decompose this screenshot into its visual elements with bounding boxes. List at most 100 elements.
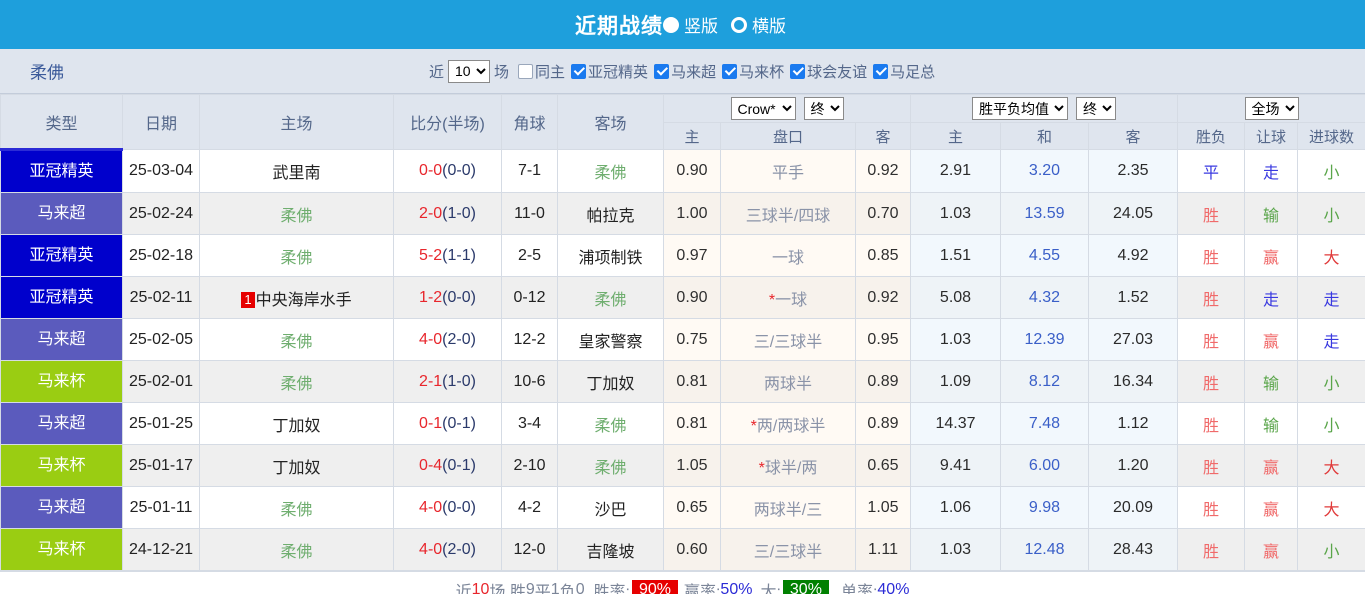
cell-league-type[interactable]: 马来杯 [0, 528, 123, 571]
checkbox-same-home[interactable] [518, 63, 534, 79]
label-league-friendly[interactable]: 球会友谊 [807, 63, 868, 81]
scope-select[interactable]: 全场 [1244, 97, 1299, 120]
table-row[interactable]: 马来杯 25-02-01 柔佛 2-1(1-0) 10-6 丁加奴 0.81 两球半 0.89 1… [0, 360, 1365, 403]
cell-league-type[interactable]: 马来杯 [0, 360, 123, 403]
cell-league-type[interactable]: 马来超 [0, 402, 123, 445]
cell-odds-draw: 4.32 [1000, 276, 1089, 319]
cell-score[interactable]: 4-0(0-0) [393, 486, 502, 529]
league-badge: 马来超 [1, 487, 122, 528]
checkbox-league-fa[interactable] [873, 63, 889, 79]
cell-away-team[interactable]: 柔佛 [557, 444, 664, 487]
checkbox-league-mcup[interactable] [722, 63, 738, 79]
cell-score[interactable]: 1-2(0-0) [393, 276, 502, 319]
cell-handicap-away-odds: 0.85 [855, 234, 911, 277]
win-rate-badge: 90% [631, 579, 678, 594]
matches-unit-label: 场 [494, 63, 510, 81]
cell-odds-away-win: 1.12 [1087, 402, 1179, 445]
cell-handicap-line: 两球半/三 [720, 486, 856, 529]
league-badge: 亚冠精英 [1, 151, 122, 192]
cell-result-wdl: 胜 [1177, 528, 1246, 571]
cell-result-goals: 大 [1297, 234, 1365, 277]
cell-home-team[interactable]: 武里南 [199, 149, 394, 193]
odds-type-select[interactable]: 胜平负均值 [972, 97, 1068, 120]
table-row[interactable]: 亚冠精英 25-02-11 1 中央海岸水手 1-2(0-0) 0-12 柔佛 0.90 *一球… [0, 276, 1365, 319]
cell-handicap-line: 一球 [720, 234, 856, 277]
label-league-acl[interactable]: 亚冠精英 [588, 63, 649, 81]
label-league-msl[interactable]: 马来超 [671, 63, 717, 81]
cell-away-team[interactable]: 皇家警察 [557, 318, 664, 361]
table-row[interactable]: 马来超 25-02-24 柔佛 2-0(1-0) 11-0 帕拉克 1.00 三球半/四球 0.… [0, 192, 1365, 235]
cell-score[interactable]: 2-0(1-0) [393, 192, 502, 235]
cell-away-team[interactable]: 柔佛 [557, 149, 664, 193]
cell-league-type[interactable]: 亚冠精英 [0, 276, 123, 319]
col-header-away: 客场 [557, 94, 664, 150]
table-row[interactable]: 马来超 25-01-11 柔佛 4-0(0-0) 4-2 沙巴 0.65 两球半/三 1.05 1… [0, 486, 1365, 529]
cell-result-handicap: 输 [1244, 402, 1299, 445]
cell-league-type[interactable]: 亚冠精英 [0, 234, 123, 277]
cell-league-type[interactable]: 亚冠精英 [0, 149, 123, 193]
cell-away-team[interactable]: 柔佛 [557, 276, 664, 319]
cell-score[interactable]: 2-1(1-0) [393, 360, 502, 403]
cell-league-type[interactable]: 马来杯 [0, 444, 123, 487]
cell-score[interactable]: 5-2(1-1) [393, 234, 502, 277]
table-row[interactable]: 马来杯 25-01-17 丁加奴 0-4(0-1) 2-10 柔佛 1.05 *球半/两 0.6… [0, 444, 1365, 487]
cell-home-team[interactable]: 柔佛 [199, 234, 394, 277]
cell-handicap-away-odds: 0.92 [855, 149, 911, 193]
radio-vertical-icon[interactable] [663, 16, 679, 33]
cell-date: 25-03-04 [122, 149, 200, 193]
radio-horizontal-icon[interactable] [731, 16, 747, 33]
cell-home-team[interactable]: 丁加奴 [199, 402, 394, 445]
cell-score[interactable]: 0-0(0-0) [393, 149, 502, 193]
cell-home-team[interactable]: 1 中央海岸水手 [199, 276, 394, 319]
col-header-date: 日期 [122, 94, 200, 150]
cell-odds-home-win: 1.03 [910, 192, 1001, 235]
cell-result-wdl: 胜 [1177, 444, 1246, 487]
cell-result-wdl: 胜 [1177, 192, 1246, 235]
checkbox-league-acl[interactable] [571, 63, 587, 79]
cell-home-team[interactable]: 丁加奴 [199, 444, 394, 487]
subcol-wdl-home: 主 [910, 122, 1001, 150]
cell-score[interactable]: 0-1(0-1) [393, 402, 502, 445]
cell-home-team[interactable]: 柔佛 [199, 360, 394, 403]
view-mode-radio-group[interactable]: 竖版 横版 [663, 12, 794, 37]
cell-league-type[interactable]: 马来超 [0, 486, 123, 529]
cell-result-wdl: 胜 [1177, 486, 1246, 529]
table-row[interactable]: 马来杯 24-12-21 柔佛 4-0(2-0) 12-0 吉隆坡 0.60 三/三球半 1.1… [0, 528, 1365, 571]
label-league-fa[interactable]: 马足总 [890, 63, 936, 81]
cell-home-team[interactable]: 柔佛 [199, 318, 394, 361]
table-row[interactable]: 亚冠精英 25-03-04 武里南 0-0(0-0) 7-1 柔佛 0.90 平手 0.92 2.… [0, 149, 1365, 193]
cell-away-team[interactable]: 帕拉克 [557, 192, 664, 235]
cell-score[interactable]: 0-4(0-1) [393, 444, 502, 487]
cell-date: 24-12-21 [122, 528, 200, 571]
cell-result-handicap: 走 [1244, 276, 1299, 319]
summary-footer: 近 10 场,胜 9 平 1 负 0 , 胜率: 90% 赢率: 50% 大: … [0, 571, 1365, 594]
cell-handicap-line: 三/三球半 [720, 318, 856, 361]
match-count-select[interactable]: 10 [448, 59, 491, 83]
table-row[interactable]: 马来超 25-01-25 丁加奴 0-1(0-1) 3-4 柔佛 0.81 *两/两球半 0.8… [0, 402, 1365, 445]
odds-period-select[interactable]: 终 [1076, 97, 1116, 120]
cell-away-team[interactable]: 丁加奴 [557, 360, 664, 403]
cell-handicap-away-odds: 0.70 [855, 192, 911, 235]
checkbox-league-msl[interactable] [654, 63, 670, 79]
table-row[interactable]: 亚冠精英 25-02-18 柔佛 5-2(1-1) 2-5 浦项制铁 0.97 一球 0.85 1… [0, 234, 1365, 277]
cell-away-team[interactable]: 吉隆坡 [557, 528, 664, 571]
label-same-home[interactable]: 同主 [535, 63, 566, 81]
cell-away-team[interactable]: 柔佛 [557, 402, 664, 445]
handicap-period-select[interactable]: 终 [803, 97, 844, 120]
cell-home-team[interactable]: 柔佛 [199, 486, 394, 529]
cell-away-team[interactable]: 浦项制铁 [557, 234, 664, 277]
cell-odds-draw: 8.12 [1000, 360, 1089, 403]
cell-league-type[interactable]: 马来超 [0, 192, 123, 235]
table-row[interactable]: 马来超 25-02-05 柔佛 4-0(2-0) 12-2 皇家警察 0.75 三/三球半 0.… [0, 318, 1365, 361]
radio-horizontal-label[interactable]: 横版 [752, 17, 786, 36]
cell-home-team[interactable]: 柔佛 [199, 528, 394, 571]
cell-score[interactable]: 4-0(2-0) [393, 528, 502, 571]
cell-league-type[interactable]: 马来超 [0, 318, 123, 361]
cell-away-team[interactable]: 沙巴 [557, 486, 664, 529]
cell-home-team[interactable]: 柔佛 [199, 192, 394, 235]
label-league-mcup[interactable]: 马来杯 [739, 63, 785, 81]
radio-vertical-label[interactable]: 竖版 [684, 17, 718, 36]
cell-score[interactable]: 4-0(2-0) [393, 318, 502, 361]
checkbox-league-friendly[interactable] [790, 63, 806, 79]
bookmaker-select[interactable]: Crow* [730, 97, 796, 120]
